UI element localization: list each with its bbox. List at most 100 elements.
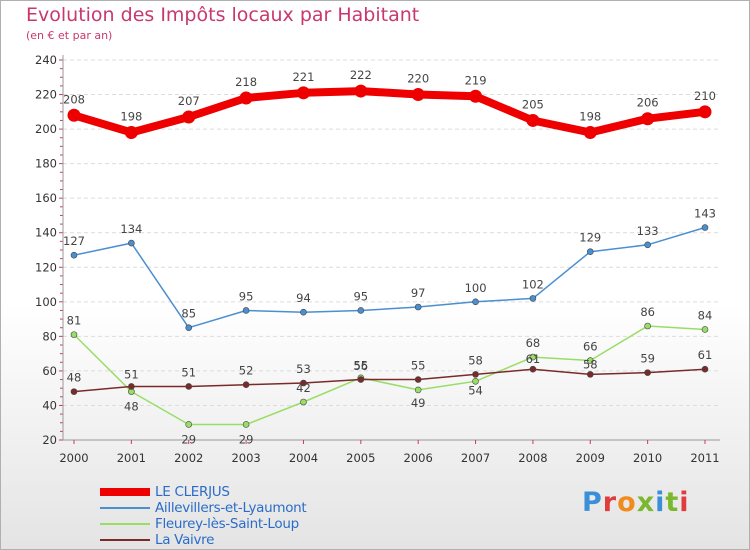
data-label: 129 <box>579 231 601 245</box>
x-tick-label: 2006 <box>404 451 433 465</box>
data-label: 95 <box>239 289 254 303</box>
data-point <box>472 377 479 385</box>
data-label: 94 <box>296 291 311 305</box>
data-label: 48 <box>67 371 82 385</box>
data-label: 198 <box>579 110 601 124</box>
grid-layer <box>63 59 720 441</box>
data-label: 143 <box>694 207 716 221</box>
data-point <box>529 295 537 302</box>
data-point <box>300 379 307 387</box>
series-line <box>73 226 706 329</box>
legend-swatch <box>100 539 150 541</box>
brand-letter: i <box>655 487 666 518</box>
brand-letter: t <box>665 487 680 518</box>
data-point <box>414 303 422 311</box>
data-point <box>182 110 196 124</box>
data-point <box>641 112 655 126</box>
data-label-layer: 208 198 207 218 221 222 220 219 205 198 206 210 127 1… <box>63 68 716 446</box>
data-point <box>644 322 651 330</box>
data-point <box>242 307 250 314</box>
data-label: 222 <box>350 68 372 82</box>
x-tick-label: 2010 <box>633 451 662 465</box>
data-point <box>357 307 365 314</box>
data-label: 84 <box>698 308 713 322</box>
data-point <box>70 331 78 338</box>
data-label: 218 <box>235 75 257 89</box>
data-label: 66 <box>583 340 598 354</box>
data-point <box>472 371 479 378</box>
data-point <box>185 324 193 332</box>
y-tick-label: 80 <box>42 329 57 343</box>
x-tick-label: 2009 <box>576 451 605 465</box>
legend-label: La Vaivre <box>155 532 215 548</box>
brand-letter: o <box>617 487 637 518</box>
data-label: 55 <box>411 359 426 373</box>
y-tick-label: 180 <box>35 157 57 171</box>
data-point <box>242 381 250 389</box>
data-point <box>586 357 594 364</box>
data-point <box>701 365 709 373</box>
data-label: 56 <box>353 359 368 373</box>
series-line <box>72 87 706 137</box>
x-tick-label: 2005 <box>346 451 375 465</box>
y-tick-label: 220 <box>35 88 57 102</box>
x-tick-label: 2008 <box>518 451 547 465</box>
data-point <box>296 86 310 100</box>
data-label: 210 <box>694 89 716 103</box>
data-label: 219 <box>465 73 487 87</box>
legend-label: LE CLERJUS <box>155 484 230 500</box>
data-point <box>239 91 253 105</box>
data-label: 61 <box>526 352 541 366</box>
y-tick-label: 240 <box>35 53 57 67</box>
y-tick-label: 20 <box>42 433 57 447</box>
data-point <box>644 241 651 249</box>
legend-swatch <box>100 507 150 509</box>
data-label: 58 <box>468 353 483 367</box>
data-label: 198 <box>120 110 142 124</box>
data-point <box>70 388 78 395</box>
data-label: 61 <box>698 348 713 362</box>
data-label: 81 <box>67 314 82 328</box>
x-tick-label: 2003 <box>231 451 260 465</box>
data-point <box>128 383 135 390</box>
y-tick-label: 120 <box>35 260 57 274</box>
data-label: 59 <box>640 352 655 366</box>
data-label: 55 <box>353 359 368 373</box>
data-label: 206 <box>637 96 659 110</box>
data-point <box>185 383 193 390</box>
data-point <box>586 248 594 256</box>
y-tick-label: 40 <box>42 398 57 412</box>
data-label: 42 <box>296 381 311 395</box>
data-label: 52 <box>239 364 254 378</box>
data-label: 207 <box>178 94 200 108</box>
data-point <box>124 126 138 140</box>
data-label: 58 <box>583 357 598 371</box>
data-label: 220 <box>407 72 429 86</box>
data-label: 102 <box>522 277 544 291</box>
data-label: 29 <box>181 432 196 446</box>
data-point <box>411 88 425 102</box>
legend-swatch <box>100 523 150 525</box>
data-point <box>529 365 537 373</box>
x-tick-label: 2002 <box>174 451 203 465</box>
data-point <box>300 308 307 316</box>
data-point <box>529 353 537 361</box>
data-label: 208 <box>63 92 85 106</box>
data-point <box>357 376 365 383</box>
data-point <box>354 84 368 98</box>
data-label: 68 <box>526 336 541 350</box>
data-point <box>242 421 250 428</box>
legend-swatch <box>100 488 150 496</box>
brand-letter: x <box>636 487 656 518</box>
axis-layer: 20 40 60 80 100 120 140 160 180 200 220 240 2000 2001… <box>35 53 720 465</box>
data-label: 205 <box>522 97 544 111</box>
data-point <box>701 224 709 231</box>
data-point <box>185 421 193 428</box>
brand-letter: P <box>582 487 603 518</box>
series-aillevillers-et-lyaumont <box>70 224 709 332</box>
data-label: 134 <box>120 222 142 236</box>
series-fleurey-l-s-saint-loup <box>70 322 709 428</box>
data-label: 133 <box>637 224 659 238</box>
y-tick-label: 200 <box>35 122 57 136</box>
y-tick-label: 140 <box>35 226 57 240</box>
